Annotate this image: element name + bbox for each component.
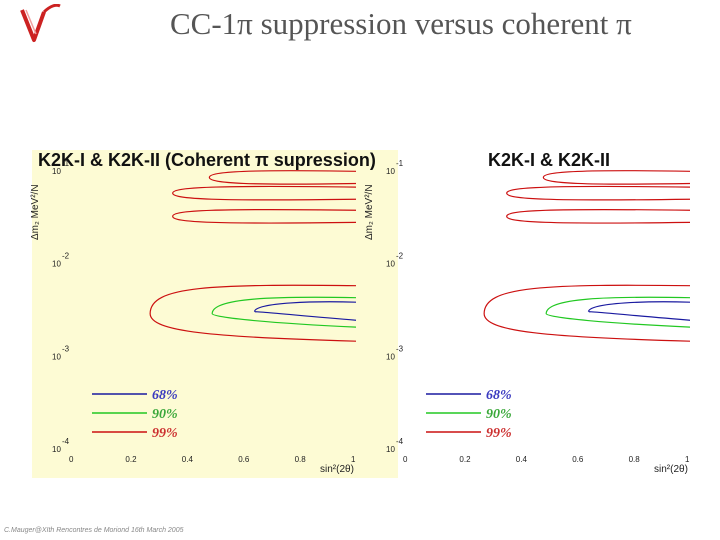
cl99-island-contour [208, 170, 356, 185]
x-tick-label: 0.6 [238, 455, 250, 464]
cl99-contour [149, 284, 356, 342]
y-tick-exponent: -3 [396, 344, 404, 353]
y-tick-base: 10 [386, 260, 395, 269]
cl99-island-contour [542, 170, 690, 185]
legend-item: 99% [92, 426, 178, 441]
y-tick-exponent: -2 [62, 252, 70, 261]
cl68-contour [587, 301, 690, 321]
y-tick-label: 10-4 [52, 437, 70, 454]
legend-label: 68% [486, 388, 512, 403]
y-tick-label: 10-2 [52, 252, 70, 269]
y-axis-label: Δm₂ MeV²/N [30, 184, 41, 240]
x-tick-label: 0 [69, 455, 74, 464]
legend-label: 90% [152, 407, 178, 422]
y-tick-base: 10 [386, 445, 395, 454]
cl90-contour [545, 296, 690, 328]
cl99-island-contour [506, 208, 690, 224]
y-tick-exponent: -1 [396, 159, 404, 168]
chart-title: K2K-I & K2K-II (Coherent π supression) [38, 150, 376, 170]
y-axis-label: Δm₂ MeV²/N [364, 184, 375, 240]
contour-group [149, 170, 356, 342]
x-tick-label: 0.2 [125, 455, 137, 464]
chart-panel-1: K2K-I & K2K-II (Coherent π supression)10… [30, 150, 398, 478]
legend-label: 99% [152, 426, 178, 441]
legend-label: 90% [486, 407, 512, 422]
x-tick-label: 1 [685, 455, 690, 464]
x-tick-label: 0.8 [295, 455, 307, 464]
x-tick-label: 0 [403, 455, 408, 464]
y-tick-exponent: -2 [396, 252, 404, 261]
legend-item: 68% [92, 388, 178, 403]
y-tick-exponent: -3 [62, 344, 70, 353]
y-tick-label: 10-4 [386, 437, 404, 454]
x-axis-label: sin²(2θ) [320, 464, 354, 475]
legend-label: 68% [152, 388, 178, 403]
x-tick-label: 0.4 [516, 455, 528, 464]
chart-title: K2K-I & K2K-II [488, 150, 610, 170]
y-tick-base: 10 [386, 352, 395, 361]
contour-group [483, 170, 690, 342]
cl99-island-contour [506, 185, 690, 201]
y-tick-label: 10-3 [386, 344, 404, 361]
cl99-island-contour [172, 208, 356, 224]
legend-item: 68% [426, 388, 512, 403]
x-tick-label: 0.4 [182, 455, 194, 464]
nu-logo-icon [20, 4, 61, 42]
y-tick-label: 10-1 [52, 159, 70, 176]
y-tick-base: 10 [386, 167, 395, 176]
cl99-island-contour [172, 185, 356, 201]
y-tick-exponent: -4 [62, 437, 70, 446]
y-tick-exponent: -1 [62, 159, 70, 168]
slide-footer: C.Mauger@XIth Rencontres de Moriond 16th… [4, 527, 184, 534]
y-tick-exponent: -4 [396, 437, 404, 446]
legend-item: 99% [426, 426, 512, 441]
y-tick-label: 10-3 [52, 344, 70, 361]
x-tick-label: 0.8 [629, 455, 641, 464]
x-tick-label: 0.6 [572, 455, 584, 464]
y-tick-label: 10-2 [386, 252, 404, 269]
cl68-contour [253, 301, 356, 321]
x-tick-label: 0.2 [459, 455, 471, 464]
plot-background [410, 150, 720, 478]
x-tick-label: 1 [351, 455, 356, 464]
cl99-contour [483, 284, 690, 342]
legend-item: 90% [92, 407, 178, 422]
y-tick-base: 10 [52, 260, 61, 269]
plot-background [32, 150, 398, 478]
cl90-contour [211, 296, 356, 328]
legend-label: 99% [486, 426, 512, 441]
y-tick-base: 10 [52, 445, 61, 454]
legend-item: 90% [426, 407, 512, 422]
slide-title: CC-1π suppression versus coherent π [170, 6, 632, 41]
y-tick-base: 10 [52, 352, 61, 361]
y-tick-base: 10 [52, 167, 61, 176]
y-tick-label: 10-1 [386, 159, 404, 176]
x-axis-label: sin²(2θ) [654, 464, 688, 475]
